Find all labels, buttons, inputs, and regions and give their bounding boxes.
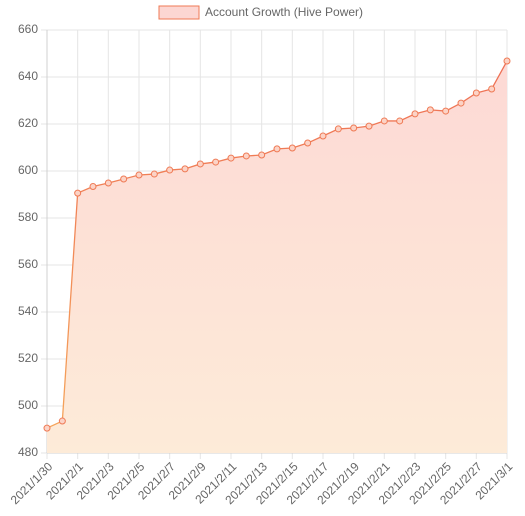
area [47, 61, 507, 454]
point [104, 179, 112, 187]
point [472, 89, 480, 97]
point [181, 165, 189, 173]
y-tick-label: 500 [18, 398, 38, 412]
y-tick-label: 640 [18, 69, 38, 83]
point [319, 132, 327, 140]
y-tick-label: 520 [18, 351, 38, 365]
legend-swatch [158, 5, 200, 20]
point [120, 175, 128, 183]
point [304, 139, 312, 147]
point [242, 152, 250, 160]
y-tick-label: 600 [18, 163, 38, 177]
point [89, 183, 97, 191]
point [503, 57, 511, 65]
point [258, 151, 266, 159]
point [58, 417, 66, 425]
y-tick-label: 560 [18, 257, 38, 271]
point [273, 145, 281, 153]
point [212, 158, 220, 166]
point [43, 424, 51, 432]
legend-label: Account Growth (Hive Power) [205, 5, 363, 19]
point [396, 117, 404, 125]
y-tick-label: 480 [18, 445, 38, 459]
point [227, 154, 235, 162]
point [350, 124, 358, 132]
y-tick-label: 540 [18, 304, 38, 318]
x-tick-label: 2021/1/30 [8, 459, 56, 507]
point [135, 171, 143, 179]
point [380, 117, 388, 125]
point [166, 166, 174, 174]
point [365, 122, 373, 130]
point [426, 106, 434, 114]
point [411, 110, 419, 118]
point [196, 160, 204, 168]
y-tick-label: 580 [18, 210, 38, 224]
point [288, 144, 296, 152]
point [334, 125, 342, 133]
point [74, 189, 82, 197]
y-tick-label: 660 [18, 22, 38, 36]
y-tick-label: 620 [18, 116, 38, 130]
point [150, 170, 158, 178]
point [457, 99, 465, 107]
point [442, 107, 450, 115]
point [488, 85, 496, 93]
